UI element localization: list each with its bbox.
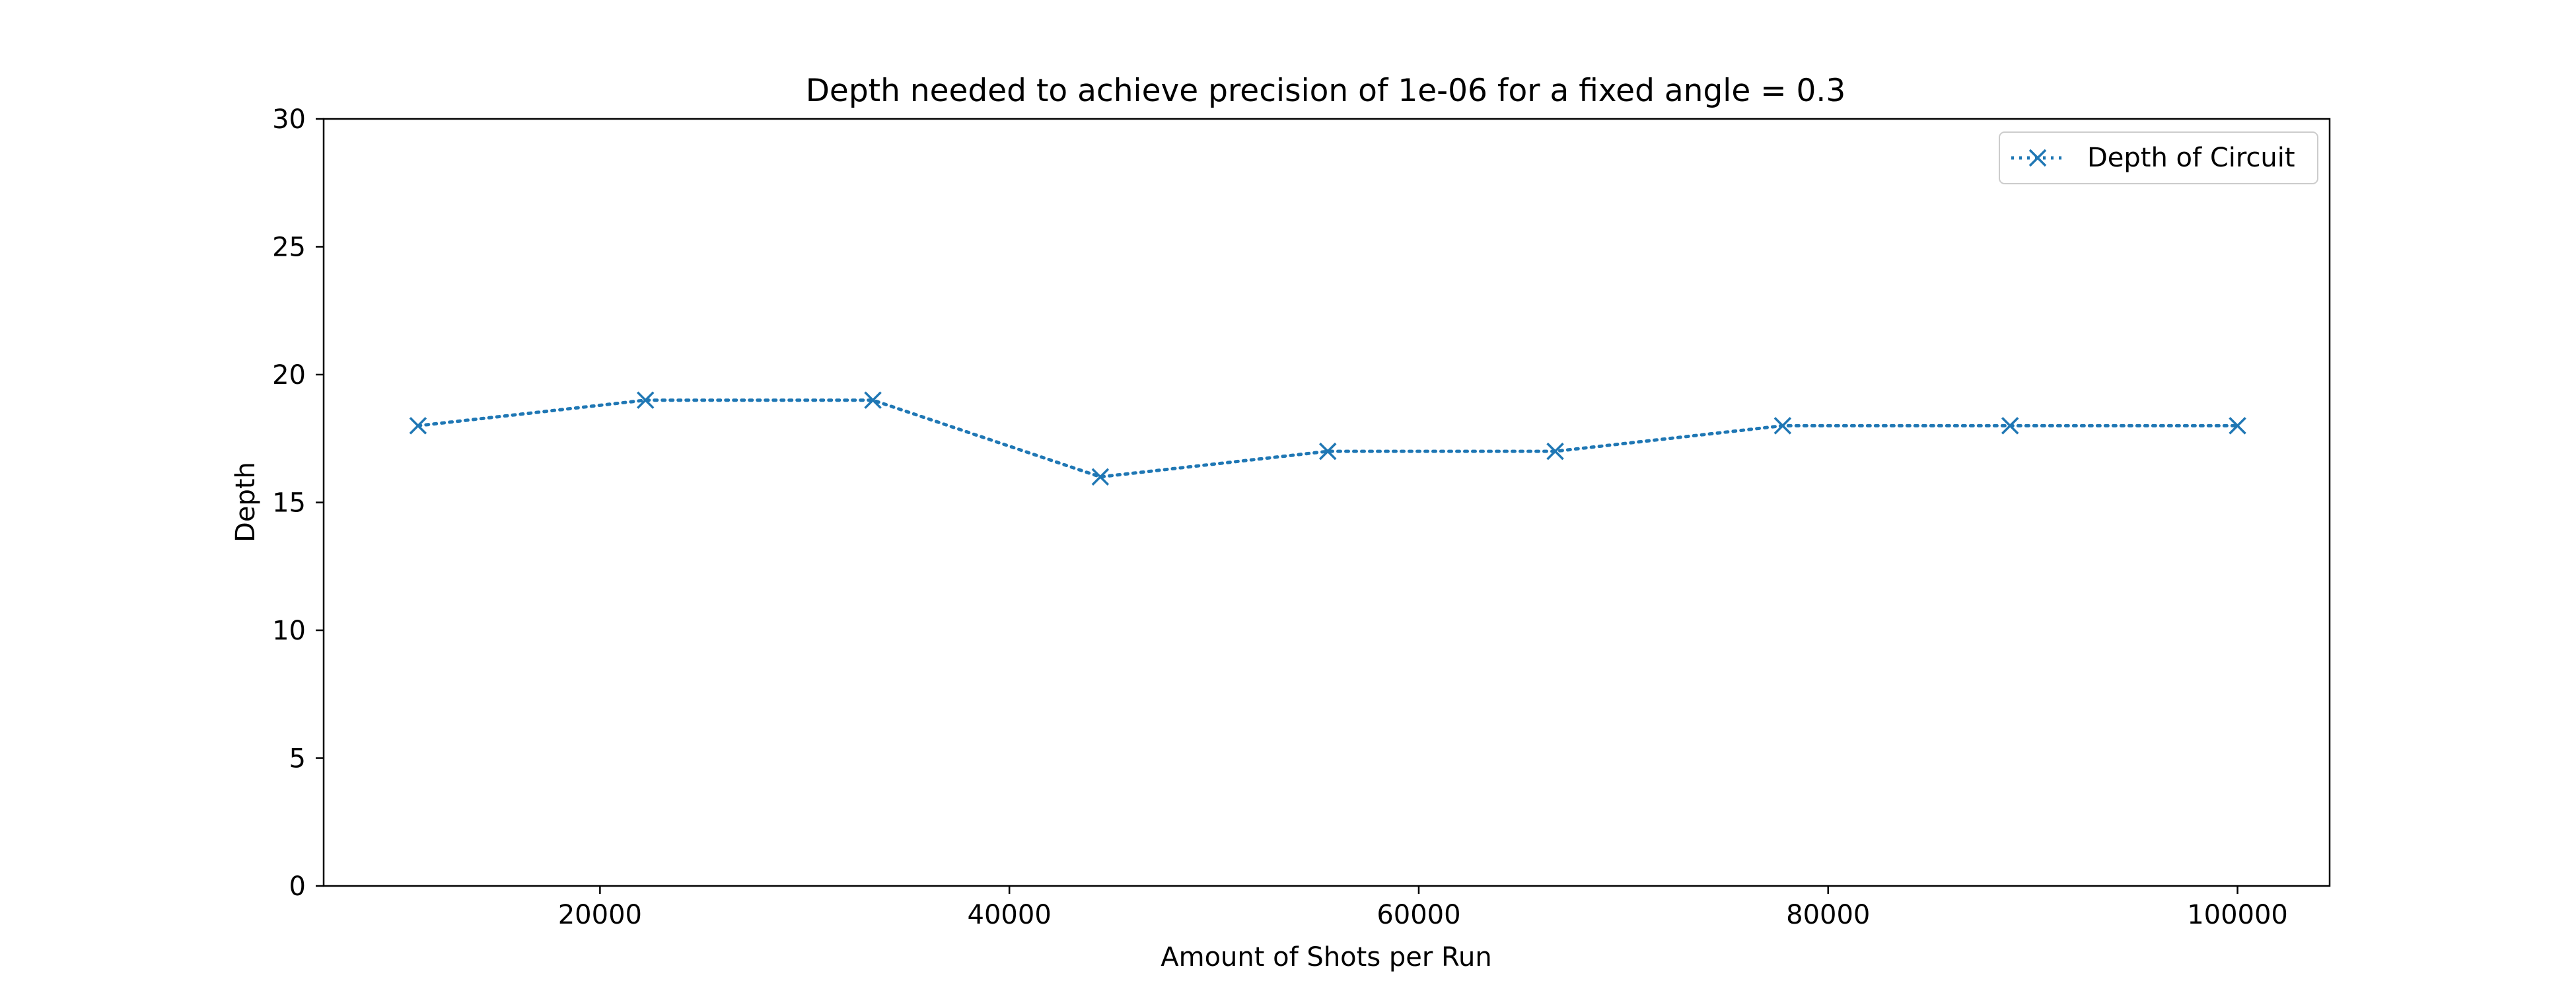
y-tick-label: 0: [289, 871, 306, 902]
x-axis-ticks: 20000 40000 60000 80000 100000: [558, 886, 2288, 930]
x-tick-label: 40000: [968, 900, 1052, 930]
x-tick-label: 60000: [1377, 900, 1460, 930]
legend: Depth of Circuit: [1999, 131, 2318, 184]
data-point-marker: [2229, 417, 2246, 435]
y-tick-label: 10: [272, 616, 306, 646]
series-group: [409, 391, 2246, 486]
y-tick-label: 20: [272, 360, 306, 390]
y-axis-ticks: 0 5 10 15 20 25 30: [272, 104, 324, 902]
y-tick-label: 15: [272, 488, 306, 519]
data-point-marker: [1773, 417, 1792, 435]
y-axis-label: Depth: [231, 462, 261, 542]
data-point-marker: [1546, 442, 1564, 460]
legend-box: [1999, 131, 2318, 184]
data-point-marker: [1319, 442, 1337, 460]
legend-marker-x-icon: [2028, 149, 2047, 167]
y-tick-label: 5: [289, 744, 306, 774]
x-tick-label: 20000: [558, 900, 642, 930]
y-tick-label: 30: [272, 104, 306, 135]
data-point-marker: [409, 417, 427, 435]
legend-entry-label: Depth of Circuit: [2087, 143, 2295, 173]
y-tick-label: 25: [272, 233, 306, 263]
data-point-marker: [1091, 468, 1110, 486]
series-line: [416, 398, 2240, 479]
data-point-marker: [636, 391, 655, 409]
data-point-marker: [2001, 417, 2019, 435]
x-axis-label: Amount of Shots per Run: [1161, 942, 1491, 973]
chart-title: Depth needed to achieve precision of 1e-…: [806, 73, 1846, 109]
x-tick-label: 100000: [2187, 900, 2288, 930]
plot-area-frame: [322, 118, 2331, 887]
x-tick-label: 80000: [1786, 900, 1870, 930]
data-point-marker: [864, 391, 882, 409]
